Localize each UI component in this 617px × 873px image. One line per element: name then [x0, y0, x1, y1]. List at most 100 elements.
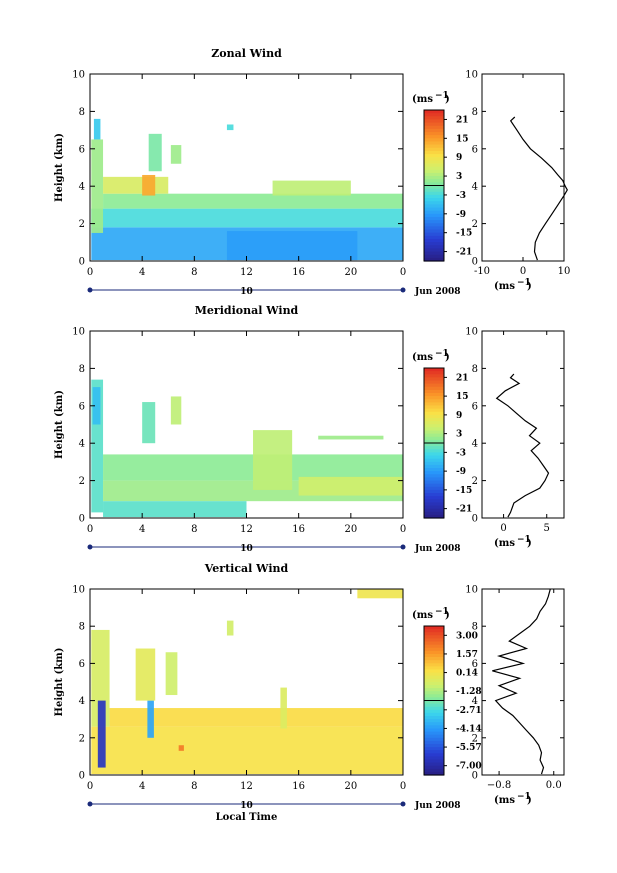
month-label: Jun 2008 [414, 801, 461, 811]
colorbar-step [424, 657, 444, 661]
x-tick-label: 0 [87, 524, 93, 535]
y-tick-label: 8 [79, 364, 85, 375]
profile-y-tick-label: 6 [472, 401, 478, 412]
colorbar-step [424, 198, 444, 202]
y-tick-label: 8 [79, 622, 85, 633]
colorbar-step [424, 712, 444, 717]
colorbar-step [424, 471, 444, 475]
colorbar-tick-label: 15 [456, 134, 469, 144]
profile-unit-exp: −1 [517, 792, 531, 802]
date-label: 10 [240, 801, 253, 811]
profile-unit: (ms [494, 281, 515, 292]
colorbar-step [424, 449, 444, 453]
colorbar-step [424, 697, 444, 702]
colorbar-tick-label: -15 [456, 229, 472, 239]
colorbar-step [424, 480, 444, 485]
colorbar-step [424, 716, 444, 720]
colorbar-step [424, 150, 444, 155]
colorbar-step [424, 768, 444, 773]
profile-y-tick-label: 10 [465, 585, 478, 596]
colorbar-tick-label: 3 [456, 172, 462, 182]
colorbar-step [424, 116, 444, 121]
colorbar-step [424, 396, 444, 400]
profile-y-tick-label: 2 [472, 733, 478, 744]
profile-y-tick-label: 2 [472, 219, 478, 230]
colorbar-step [424, 681, 444, 686]
colorbar-step [424, 374, 444, 378]
y-tick-label: 0 [79, 771, 85, 782]
colorbar-step [424, 706, 444, 711]
data-cell-3 [97, 700, 106, 768]
profile-unit-close: ) [527, 538, 532, 549]
data-cell-10 [272, 180, 351, 196]
colorbar-step [424, 408, 444, 413]
colorbar-tick-label: -9 [456, 210, 466, 220]
colorbar-step [424, 632, 444, 636]
colorbar-step [424, 688, 444, 692]
colorbar-step [424, 743, 444, 748]
data-cell-7 [148, 133, 162, 172]
profile-x-tick-label: -10 [474, 266, 490, 277]
x-tick-label: 20 [344, 267, 357, 278]
x-tick-label: 4 [139, 524, 145, 535]
profile-y-tick-label: 0 [472, 514, 478, 525]
colorbar-step [424, 468, 444, 472]
date-marker-start [87, 544, 93, 550]
colorbar-step [424, 486, 444, 491]
y-tick-label: 0 [79, 257, 85, 268]
x-tick-label: 12 [240, 524, 253, 535]
colorbar-step [424, 138, 444, 143]
colorbar-step [424, 179, 444, 183]
colorbar-step [424, 489, 444, 494]
colorbar-unit-close: ) [445, 610, 450, 621]
colorbar-tick-label: 15 [456, 392, 469, 402]
colorbar-tick-label: 21 [456, 115, 469, 125]
colorbar-tick-label: -21 [456, 248, 472, 258]
colorbar-step [424, 731, 444, 736]
colorbar-unit-exp: −1 [435, 91, 449, 101]
colorbar-step [424, 251, 444, 256]
x-tick-label: 16 [292, 524, 305, 535]
y-tick-label: 6 [79, 659, 85, 670]
x-tick-label: 0 [400, 524, 406, 535]
colorbar-step [424, 747, 444, 751]
colorbar-step [424, 669, 444, 674]
x-tick-label: 8 [191, 524, 197, 535]
colorbar-step [424, 644, 444, 649]
colorbar-step [424, 223, 444, 227]
colorbar-step [424, 709, 444, 714]
colorbar-step [424, 430, 444, 435]
colorbar-step [424, 493, 444, 497]
colorbar-step [424, 675, 444, 680]
colorbar-step [424, 678, 444, 683]
colorbar-step [424, 725, 444, 730]
colorbar-step [424, 502, 444, 507]
data-cell-0 [91, 379, 104, 513]
x-tick-label: 8 [191, 267, 197, 278]
colorbar-tick-label: -1.28 [456, 687, 482, 697]
colorbar-step [424, 694, 444, 698]
data-cell-3 [103, 176, 169, 194]
data-cell-9 [226, 620, 234, 636]
colorbar-step [424, 653, 444, 658]
profile-y-tick-label: 2 [472, 476, 478, 487]
colorbar-unit: (ms [412, 352, 433, 363]
colorbar-step [424, 771, 444, 776]
colorbar-step [424, 254, 444, 259]
colorbar-step [424, 461, 444, 466]
colorbar-tick-label: 3.00 [456, 631, 478, 641]
profile-frame [481, 588, 565, 776]
y-tick-label: 6 [79, 401, 85, 412]
colorbar-step [424, 147, 444, 152]
colorbar-step [424, 163, 444, 168]
y-tick-label: 8 [79, 107, 85, 118]
profile-y-tick-label: 8 [472, 107, 478, 118]
y-tick-label: 10 [72, 327, 85, 338]
colorbar-tick-label: 21 [456, 373, 469, 383]
colorbar-step [424, 245, 444, 250]
profile-y-tick-label: 4 [472, 182, 478, 193]
x-tick-label: 12 [240, 267, 253, 278]
data-cell-11 [226, 124, 234, 131]
